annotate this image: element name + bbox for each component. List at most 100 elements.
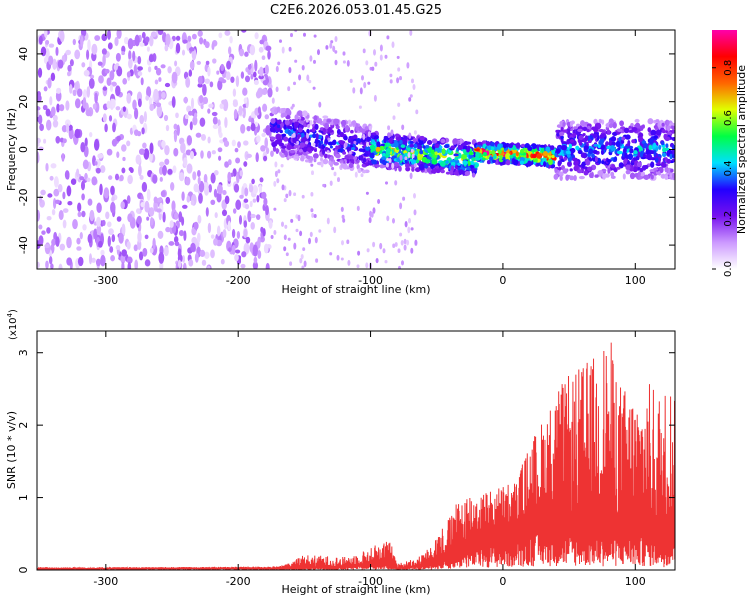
spectrogram-cell (342, 218, 346, 223)
snr-x-tick-label: 100 (625, 575, 646, 588)
spectrogram-cell (245, 236, 251, 244)
spectrogram-cell (315, 133, 319, 140)
spectrogram-cell (638, 175, 643, 180)
spectrogram-cell (329, 180, 333, 186)
spectrogram-cell (183, 96, 189, 104)
spectrogram-cell (650, 161, 655, 168)
spectrogram-cell (375, 258, 379, 264)
spectrogram-cell (146, 216, 150, 221)
spectrogram-cell (298, 149, 303, 153)
spectrogram-cell (608, 123, 613, 129)
spectrogram-cell (168, 241, 175, 246)
spectrogram-cell (193, 183, 199, 193)
spectrogram-cell (294, 30, 298, 33)
spectrogram-cell (184, 114, 189, 120)
spectrogram-cell (161, 140, 166, 149)
spectrogram-cell (543, 161, 547, 168)
spectrogram-cell (199, 249, 206, 258)
spectrogram-cell (327, 141, 334, 146)
spectrogram-cell (385, 148, 391, 155)
spectrogram-cell (410, 227, 414, 231)
spectrogram-cell (309, 231, 313, 238)
spectrogram-cell (58, 263, 63, 269)
spectrogram-cell (276, 106, 281, 113)
spectrogram-cell (314, 236, 318, 244)
spectrogram-cell (290, 33, 293, 38)
spectrogram-cell (241, 186, 245, 198)
spectrogram-cell (77, 211, 82, 218)
spectrogram-cell (666, 158, 671, 164)
spectrogram-cell (141, 127, 145, 135)
snr-y-label: SNR (10 * v/v) (5, 411, 18, 489)
spectrogram-cell (653, 135, 658, 139)
spectrogram-cell (183, 230, 187, 242)
spectrogram-cell (281, 112, 288, 117)
spectrogram-cell (141, 181, 148, 193)
spectrogram-cell (216, 225, 221, 237)
spectrogram-cell (655, 157, 659, 163)
spectrogram-cell (566, 121, 571, 127)
spectrogram-cell (342, 163, 348, 170)
spectrogram-cell (211, 42, 215, 50)
spectrogram-cell (289, 149, 296, 154)
spectrogram-cell (140, 77, 144, 86)
spectrogram-cell (225, 71, 231, 81)
spectrogram-cell (306, 128, 310, 135)
spectrogram-cell (411, 167, 415, 172)
spectrogram-cell (551, 154, 555, 159)
spectrogram-cell (407, 226, 411, 234)
spectrogram-cell (149, 247, 154, 254)
spectrogram-cell (655, 119, 660, 123)
spectrogram-cell (342, 60, 346, 64)
spectrogram-cell (633, 150, 638, 155)
spectrogram-cell (409, 143, 414, 148)
colorbar-tick-label: 0.4 (723, 160, 734, 176)
spectrogram-cell (216, 192, 222, 203)
spectrogram-y-tick-label: 0 (17, 146, 30, 153)
spectrogram-cell (657, 156, 662, 163)
snr-panel: -300 -200 -100 0 100 0 1 2 3 Height of straight… (5, 309, 676, 596)
spectrogram-cell (289, 261, 293, 266)
spectrogram-cell (521, 143, 526, 148)
spectrogram-cell (41, 230, 46, 235)
spectrogram-cell (127, 213, 133, 223)
spectrogram-cell (578, 141, 583, 146)
spectrogram-cell (138, 164, 142, 177)
spectrogram-cell (285, 115, 291, 120)
spectrogram-cell (667, 125, 671, 132)
spectrogram-cell (86, 49, 90, 60)
spectrogram-cell (636, 161, 642, 168)
spectrogram-cell (329, 252, 333, 256)
spectrogram-cell (270, 118, 276, 124)
spectrogram-cell (81, 193, 85, 201)
spectrogram-cell (368, 217, 372, 224)
spectrogram-cell (361, 169, 367, 174)
spectrogram-cell (398, 165, 402, 172)
spectrogram-cell (133, 129, 139, 137)
spectrogram-cell (459, 138, 463, 145)
spectrogram-cell (134, 259, 139, 269)
spectrogram-cell (345, 125, 350, 130)
spectrogram-cell (324, 153, 328, 159)
spectrogram-cell (568, 143, 573, 149)
spectrogram-cell (126, 256, 133, 264)
spectrogram-cell (213, 170, 219, 176)
spectrogram-cell (334, 50, 338, 54)
spectrogram-cell (240, 263, 246, 269)
spectrogram-cell (454, 156, 459, 161)
spectrogram-cell (383, 137, 387, 144)
spectrogram-cell (413, 163, 417, 168)
spectrogram-cell (82, 97, 87, 109)
spectrogram-x-tick-label: -100 (358, 274, 383, 287)
spectrogram-cell (218, 32, 223, 39)
spectrogram-cell (362, 157, 367, 163)
spectrogram-cell (235, 157, 241, 164)
spectrogram-cell (176, 124, 180, 136)
spectrogram-cell (271, 97, 275, 104)
spectrogram-cell (260, 145, 266, 152)
spectrogram-cell (274, 107, 278, 115)
spectrogram-cell (334, 59, 338, 66)
spectrogram-cell (52, 197, 57, 210)
spectrogram-cell (409, 30, 413, 36)
spectrogram-cell (38, 224, 43, 230)
